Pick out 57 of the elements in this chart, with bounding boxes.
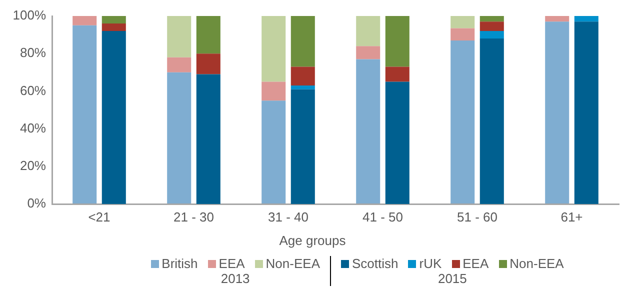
y-tick-label: 0% [27, 196, 46, 211]
bar [450, 40, 475, 204]
bar [196, 54, 220, 74]
bar [262, 100, 286, 204]
y-tick-label: 60% [20, 82, 46, 98]
legend-label: rUK [419, 256, 442, 271]
bar [72, 16, 97, 26]
bar [480, 22, 504, 32]
bar [356, 46, 380, 60]
bar [356, 16, 380, 46]
bar [480, 38, 504, 204]
bar [102, 24, 126, 32]
bar [196, 74, 220, 204]
x-tick-label: 31 - 40 [268, 209, 308, 224]
bar [545, 16, 570, 22]
bar [574, 22, 598, 204]
legend-label: Non-EEA [266, 256, 320, 271]
bar [290, 16, 315, 67]
x-tick-label: 51 - 60 [457, 209, 498, 224]
bar [102, 16, 126, 24]
bar [545, 22, 570, 204]
bar [290, 89, 315, 204]
bar [262, 16, 286, 82]
x-tick-label: 61+ [560, 209, 583, 224]
legend-label: British [162, 256, 198, 271]
legend-label: EEA [218, 256, 245, 271]
bar [450, 16, 475, 28]
bar [356, 59, 380, 204]
legend-label: EEA [462, 256, 489, 271]
x-tick-label: 41 - 50 [362, 209, 403, 224]
legend-label: Non-EEA [510, 256, 564, 271]
bar [167, 72, 192, 204]
bar [480, 31, 504, 39]
bar [290, 66, 315, 86]
bar [196, 16, 220, 54]
bar [450, 28, 475, 40]
legend-label: Scottish [352, 256, 398, 271]
bar [262, 82, 286, 101]
x-axis-title: Age groups [278, 233, 347, 248]
legend-title: 2015 [438, 271, 467, 286]
bar [574, 16, 598, 22]
y-tick-label: 40% [20, 120, 46, 136]
bar [385, 16, 410, 67]
bar [480, 16, 504, 22]
bar [385, 82, 410, 204]
bar [167, 57, 192, 72]
bar [72, 25, 97, 204]
bar [102, 31, 126, 204]
y-tick-label: 80% [20, 45, 46, 60]
bar [385, 66, 410, 82]
bar [167, 16, 192, 58]
x-tick-label: 21 - 30 [174, 209, 214, 224]
x-tick-label: <21 [88, 209, 110, 224]
y-tick-label: 20% [20, 158, 46, 173]
y-tick-label: 100% [12, 8, 46, 23]
bar [290, 86, 315, 90]
legend-title: 2013 [220, 271, 250, 286]
